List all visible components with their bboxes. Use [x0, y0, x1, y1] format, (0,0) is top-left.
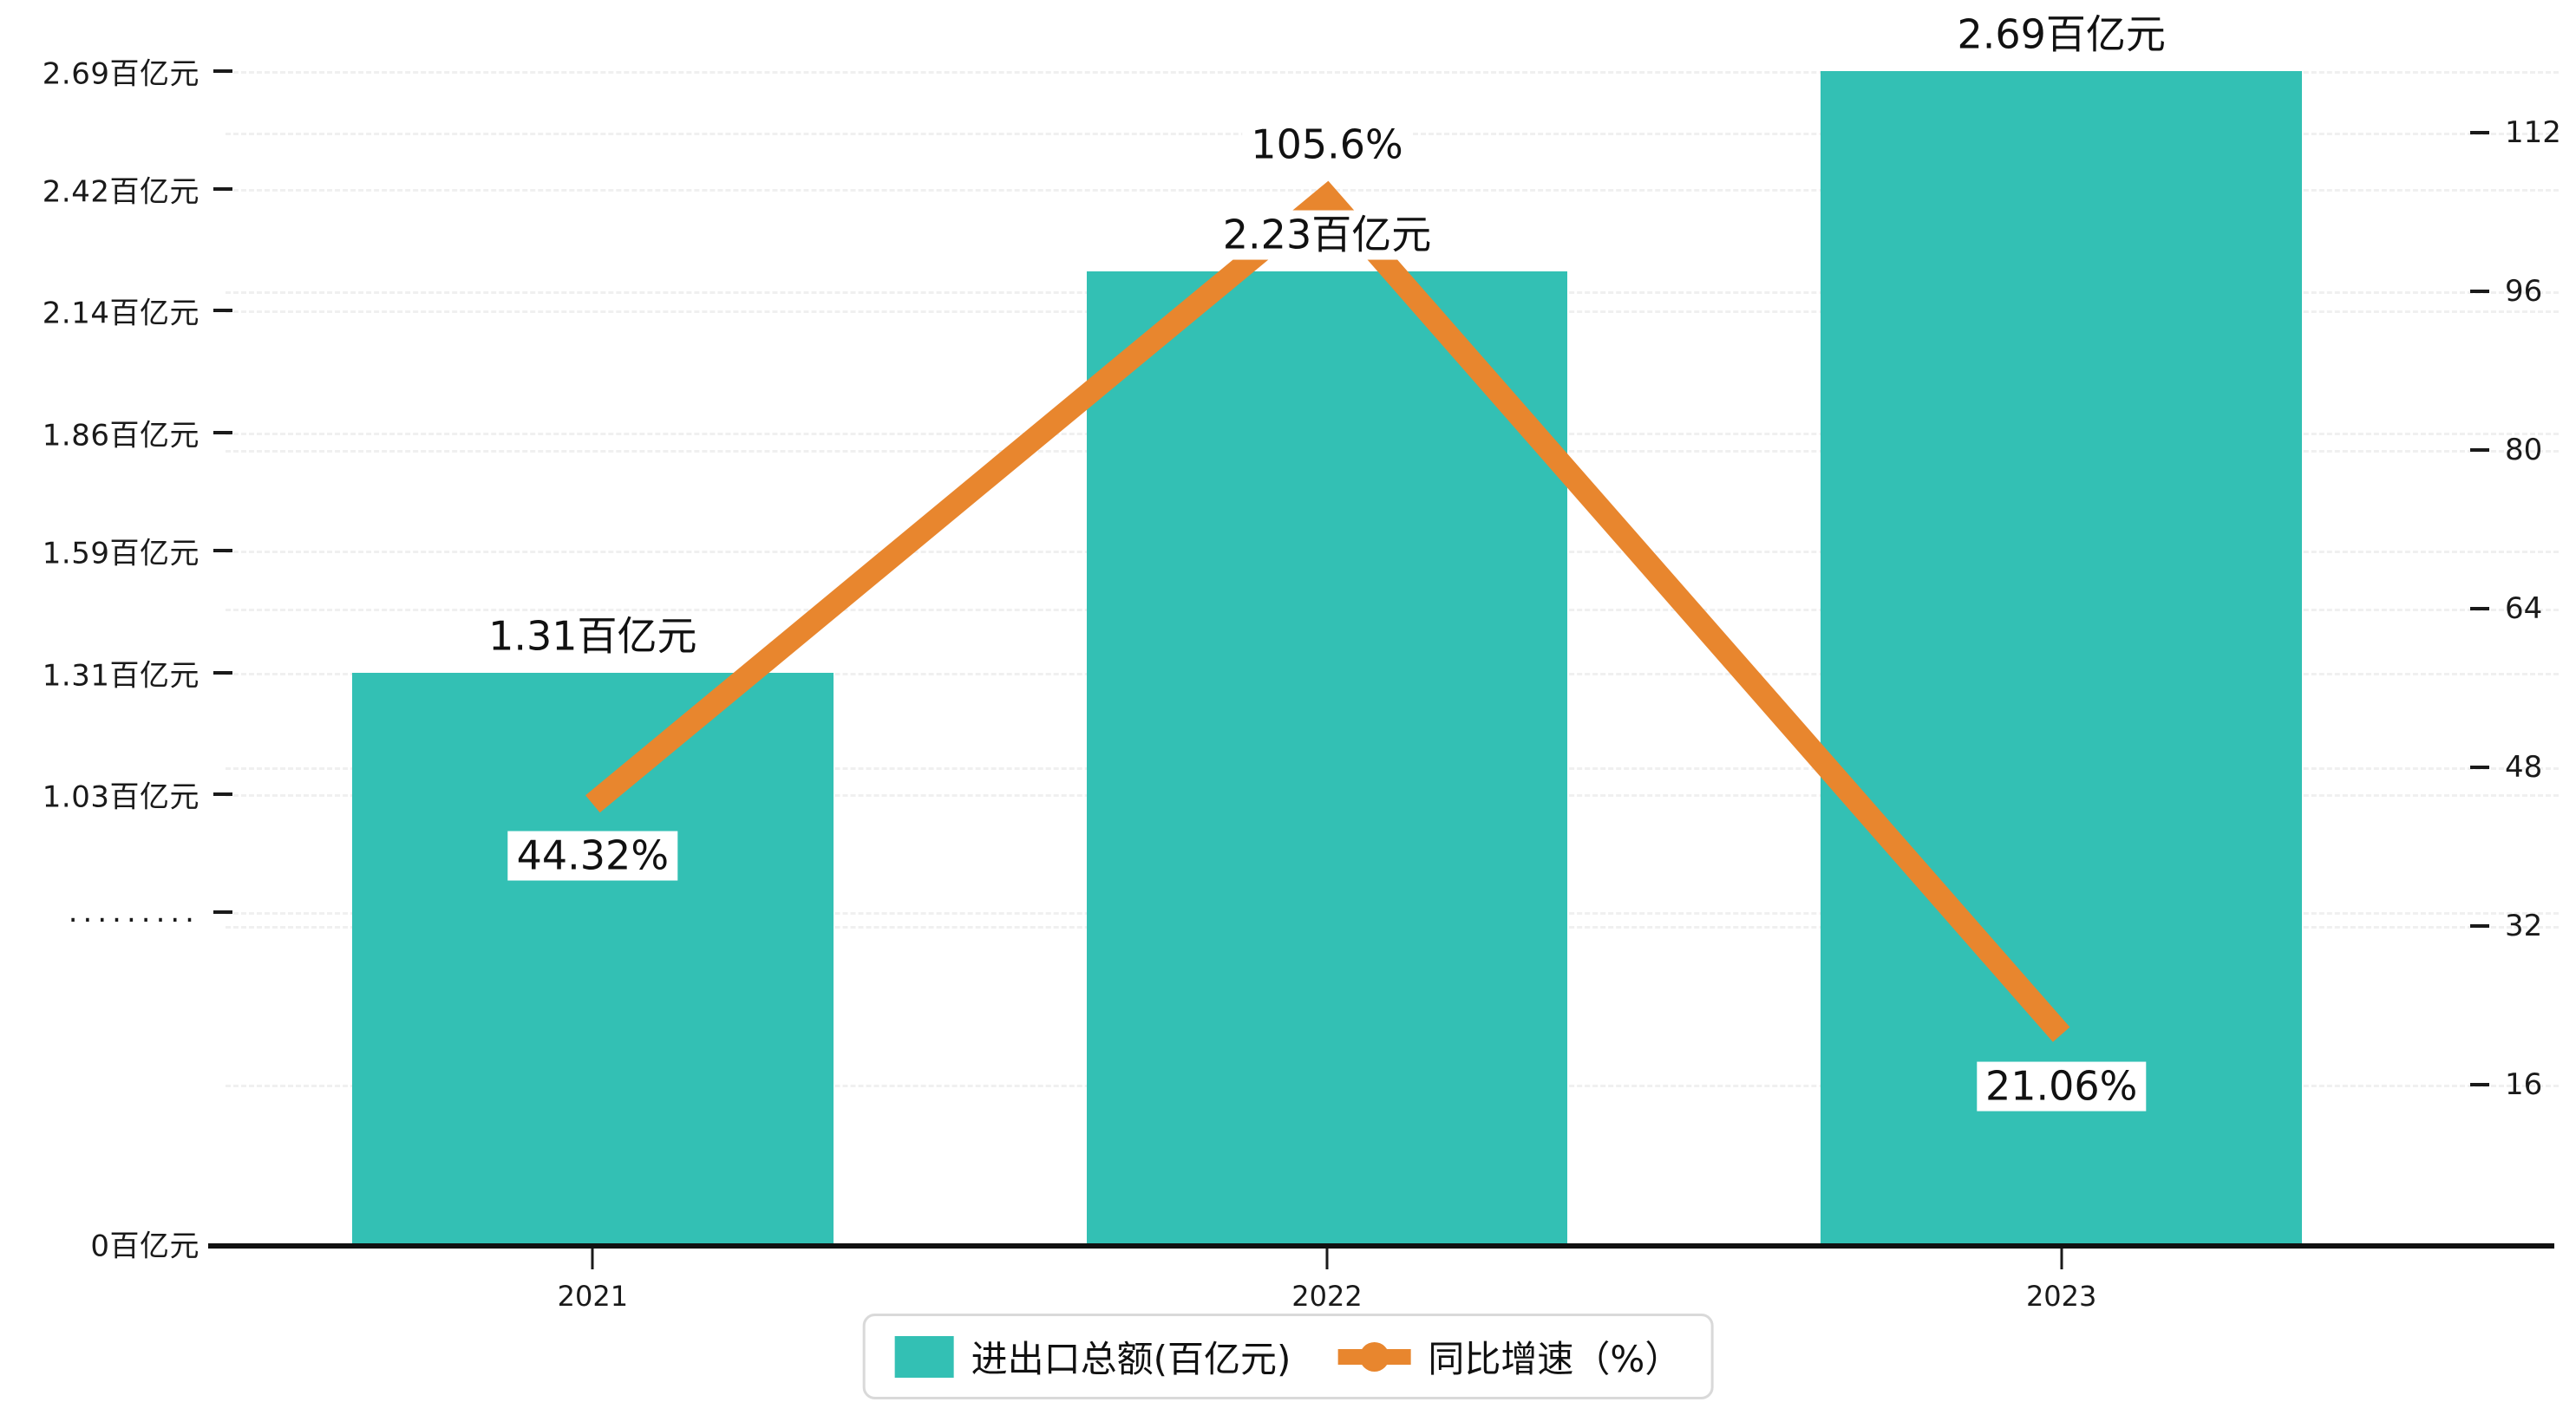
- y-axis-left-tick-label: 1.03百亿元: [42, 779, 199, 815]
- y-axis-right-tick-mark: [2470, 131, 2489, 135]
- y-axis-left-tick-mark: [213, 670, 232, 675]
- y-axis-right-tick-mark: [2470, 1083, 2489, 1087]
- line-value-label-2022: 105.6%: [1242, 120, 1412, 170]
- bar-2022[interactable]: [1086, 271, 1568, 1243]
- y-axis-left-tick-mark: [213, 548, 232, 552]
- x-axis-tick-label-2022: 2022: [1291, 1280, 1363, 1313]
- y-axis-right-tick-label: 64: [2505, 591, 2543, 627]
- y-axis-right-tick-mark: [2470, 290, 2489, 294]
- x-axis-tick-label-2023: 2023: [2025, 1280, 2097, 1313]
- x-axis-tick-mark: [591, 1249, 594, 1269]
- y-axis-right-tick-label: 48: [2505, 750, 2543, 786]
- trend-line: [585, 180, 2070, 1042]
- y-axis-left-tick-label: 2.69百亿元: [42, 56, 199, 92]
- x-axis-line: [208, 1243, 2554, 1249]
- y-axis-left-tick-mark: [213, 186, 232, 191]
- bar-value-label-2022: 2.23百亿元: [1213, 210, 1441, 260]
- line-value-label-2023: 21.06%: [1976, 1061, 2147, 1112]
- bar-value-label-2021: 1.31百亿元: [480, 611, 706, 662]
- y-axis-left-tick-label: 2.42百亿元: [42, 174, 199, 210]
- legend-label-bar: 进出口总额(百亿元): [971, 1338, 1291, 1380]
- y-axis-right-tick-label: 112: [2505, 115, 2561, 151]
- x-axis-tick-label-2021: 2021: [557, 1280, 629, 1313]
- chart-legend[interactable]: 进出口总额(百亿元) 同比增速（%）: [862, 1314, 1714, 1399]
- legend-item-line[interactable]: 同比增速（%）: [1337, 1330, 1681, 1383]
- y-axis-right-tick-mark: [2470, 924, 2489, 929]
- gridline: [226, 188, 2559, 192]
- y-axis-right-tick-mark: [2470, 448, 2489, 453]
- y-axis-right-tick-mark: [2470, 766, 2489, 770]
- y-axis-left-tick-label: 0百亿元: [90, 1229, 199, 1264]
- x-axis-tick-mark: [1325, 1249, 1329, 1269]
- line-value-label-2021: 44.32%: [507, 831, 678, 881]
- line-swatch-icon: [1337, 1336, 1411, 1378]
- y-axis-right-tick-label: 80: [2505, 433, 2543, 468]
- gridline: [226, 71, 2559, 74]
- y-axis-left-tick-mark: [213, 910, 232, 915]
- y-axis-right-tick-label: 32: [2505, 909, 2543, 944]
- bar-2021[interactable]: [352, 672, 834, 1243]
- y-axis-left-tick-label: 1.31百亿元: [42, 658, 199, 694]
- legend-item-bar[interactable]: 进出口总额(百亿元): [894, 1330, 1291, 1383]
- y-axis-right-tick-mark: [2470, 607, 2489, 611]
- x-axis-tick-mark: [2060, 1249, 2063, 1269]
- y-axis-left-tick-label: .........: [68, 895, 199, 930]
- y-axis-left-tick-label: 1.59百亿元: [42, 536, 199, 571]
- bar-swatch-icon: [894, 1335, 954, 1378]
- y-axis-left-tick-mark: [213, 431, 232, 435]
- y-axis-left-tick-mark: [213, 309, 232, 313]
- bar-2023[interactable]: [1821, 71, 2302, 1243]
- y-axis-left-tick-mark: [213, 69, 232, 73]
- y-axis-left-tick-mark: [213, 792, 232, 797]
- bar-value-label-2023: 2.69百亿元: [1948, 10, 2174, 60]
- y-axis-right-tick-label: 16: [2505, 1067, 2543, 1103]
- y-axis-left-tick-label: 1.86百亿元: [42, 418, 199, 453]
- y-axis-right-tick-label: 96: [2505, 274, 2543, 310]
- y-axis-left-tick-label: 2.14百亿元: [42, 296, 199, 331]
- legend-label-line: 同比增速（%）: [1428, 1338, 1682, 1380]
